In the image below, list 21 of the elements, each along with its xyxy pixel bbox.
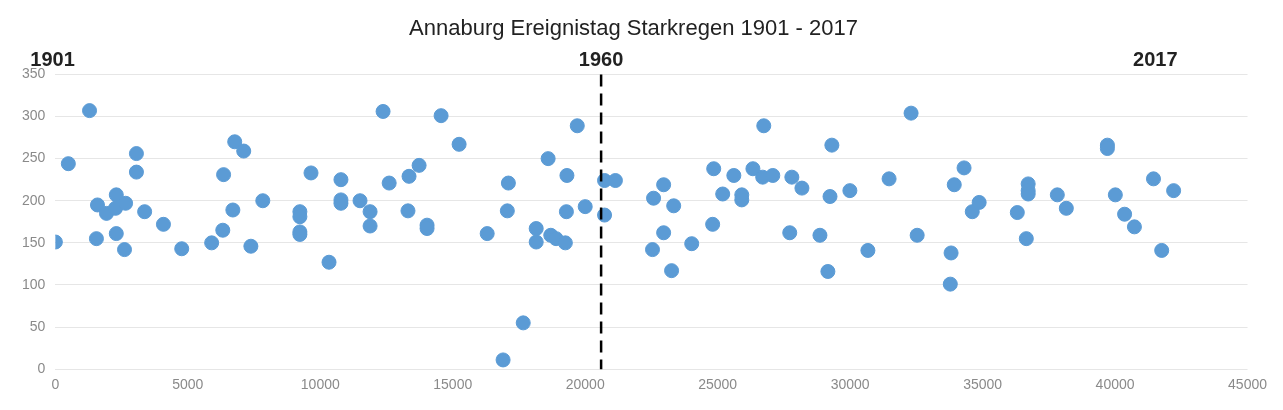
x-tick-label: 25000: [698, 376, 738, 393]
x-tick-label: 30000: [830, 376, 870, 393]
x-tick-label: 20000: [565, 376, 605, 393]
x-tick-label: 0: [51, 376, 60, 393]
y-tick-label: 150: [22, 233, 46, 250]
x-tick-label: 45000: [1228, 376, 1268, 393]
y-tick-label: 300: [22, 107, 46, 124]
y-tick-label: 200: [22, 191, 46, 208]
chart-title: Annaburg Ereignistag Starkregen 1901 - 2017: [409, 15, 858, 41]
x-tick-label: 5000: [172, 376, 204, 393]
x-tick-label: 40000: [1095, 376, 1135, 393]
y-tick-label: 0: [37, 360, 46, 377]
y-tick-label: 100: [22, 275, 46, 292]
y-tick-label: 50: [29, 317, 46, 334]
text: 2017: [1133, 47, 1178, 70]
text: 1960: [578, 47, 624, 70]
x-tick-label: 35000: [963, 376, 1003, 393]
y-tick-label: 350: [22, 65, 46, 82]
x-tick-label: 10000: [300, 376, 340, 393]
x-tick-label: 15000: [433, 376, 473, 393]
y-tick-label: 250: [22, 149, 46, 166]
